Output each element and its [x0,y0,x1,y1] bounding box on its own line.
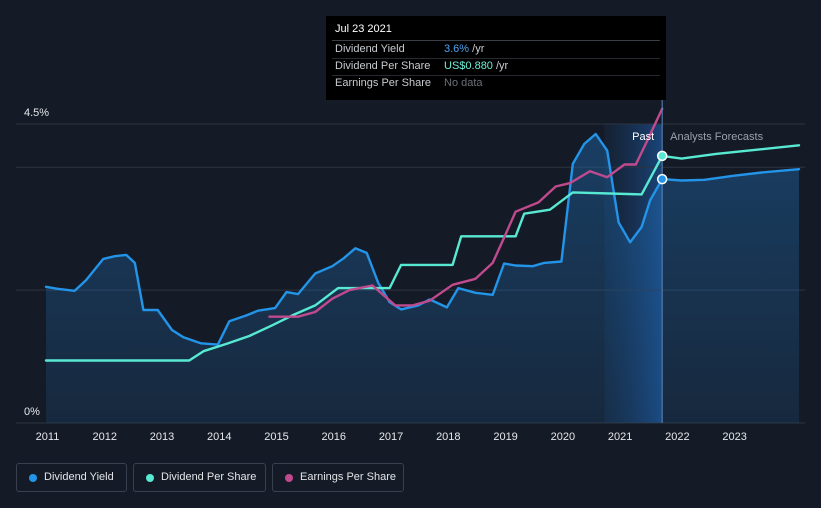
dividend-per-share-marker [656,150,668,162]
y-tick-label: 0% [24,406,40,418]
tooltip-value-unit: /yr [492,60,509,72]
tooltip-value: US$0.880 /yr [444,60,508,72]
x-tick-label: 2019 [493,431,517,443]
legend-label: Earnings Per Share [300,471,396,483]
x-tick-label: 2012 [93,431,117,443]
tooltip-value-unit: /yr [469,43,485,55]
legend-label: Dividend Per Share [161,471,257,483]
earnings-per-share-line [268,107,664,318]
tooltip-row-earnings-per-share: Earnings Per Share No data [326,75,666,92]
tooltip-value-number: 3.6% [444,43,470,55]
x-tick-label: 2023 [722,431,746,443]
tooltip-row-divider [332,58,660,59]
tooltip-label: Dividend Yield [335,43,405,55]
legend-dot [285,474,293,482]
tooltip-row-divider [332,75,660,76]
y-tick-label: 4.5% [24,107,49,119]
tooltip-value-number: No data [444,77,483,89]
dividend-per-share-line [44,144,801,362]
tooltip-date: Jul 23 2021 [335,23,392,35]
legend-label: Dividend Yield [44,471,114,483]
tooltip-value: 3.6% /yr [444,43,484,55]
dividend-yield-line [44,132,801,346]
tooltip-label: Dividend Per Share [335,60,431,72]
x-tick-label: 2021 [608,431,632,443]
dividend-yield-marker [656,173,668,185]
legend-dot [29,474,37,482]
analysts-forecasts-label: Analysts Forecasts [670,131,763,143]
legend-item-earnings-per-share[interactable]: Earnings Per Share [272,463,404,492]
x-tick-label: 2020 [551,431,575,443]
x-tick-label: 2018 [436,431,460,443]
x-tick-label: 2016 [322,431,346,443]
x-tick-label: 2015 [264,431,288,443]
tooltip: Jul 23 2021 Dividend Yield 3.6% /yr Divi… [326,16,666,100]
legend-dot [146,474,154,482]
x-tick-label: 2013 [150,431,174,443]
x-tick-label: 2014 [207,431,231,443]
tooltip-label: Earnings Per Share [335,77,431,89]
legend-item-dividend-per-share[interactable]: Dividend Per Share [133,463,266,492]
tooltip-value: No data [444,77,483,89]
tooltip-value-number: US$0.880 [444,60,493,72]
tooltip-divider [332,40,660,41]
dividend-yield-area [46,134,800,423]
x-tick-label: 2011 [36,431,60,443]
x-tick-label: 2022 [665,431,689,443]
x-tick-label: 2017 [379,431,403,443]
tooltip-row-dividend-yield: Dividend Yield 3.6% /yr [326,41,666,58]
past-label: Past [632,131,654,143]
legend-item-dividend-yield[interactable]: Dividend Yield [16,463,127,492]
tooltip-row-dividend-per-share: Dividend Per Share US$0.880 /yr [326,58,666,75]
